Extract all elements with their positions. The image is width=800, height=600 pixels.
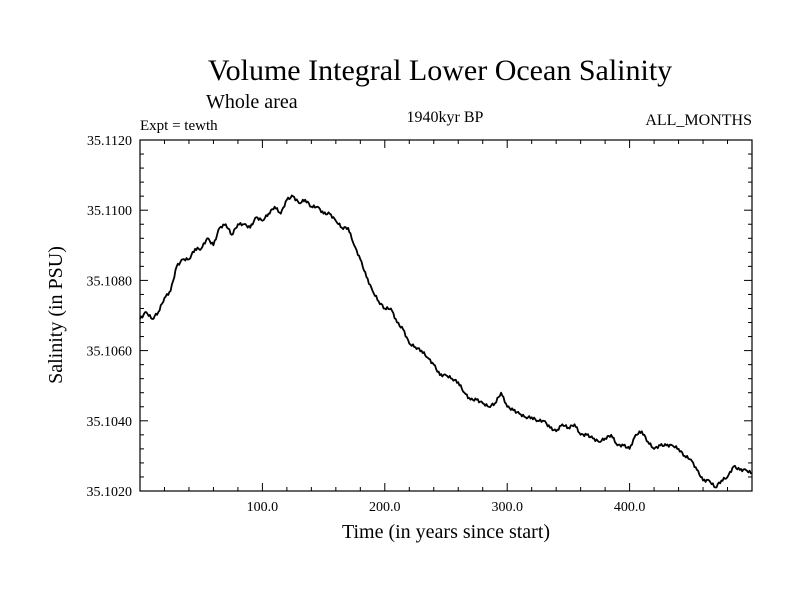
x-tick-label: 100.0 (247, 500, 279, 515)
period-label: 1940kyr BP (407, 109, 484, 126)
y-axis-ticks (140, 153, 752, 478)
chart-subtitle: Whole area (206, 91, 298, 113)
x-axis-tick-labels: 100.0 200.0 300.0 400.0 (247, 500, 646, 515)
x-tick-label: 300.0 (491, 500, 523, 515)
salinity-series-line (139, 194, 753, 489)
x-axis-label: Time (in years since start) (342, 521, 550, 543)
y-axis-label: Salinity (in PSU) (45, 246, 67, 384)
plot-frame (139, 139, 753, 492)
x-tick-label: 200.0 (369, 500, 401, 515)
y-tick-label: 35.1100 (87, 204, 132, 219)
chart-title: Volume Integral Lower Ocean Salinity (208, 54, 672, 87)
months-label: ALL_MONTHS (645, 112, 752, 129)
y-axis-tick-labels: 35.1020 35.1040 35.1060 35.1080 35.1100 35.11… (87, 134, 133, 500)
y-tick-label: 35.1020 (87, 485, 133, 500)
y-tick-label: 35.1120 (87, 134, 132, 149)
experiment-label: Expt = tewth (140, 118, 218, 134)
y-tick-label: 35.1080 (87, 274, 133, 289)
y-tick-label: 35.1040 (87, 415, 133, 430)
y-tick-label: 35.1060 (87, 345, 133, 360)
x-tick-label: 400.0 (614, 500, 646, 515)
x-axis-ticks (163, 140, 729, 491)
